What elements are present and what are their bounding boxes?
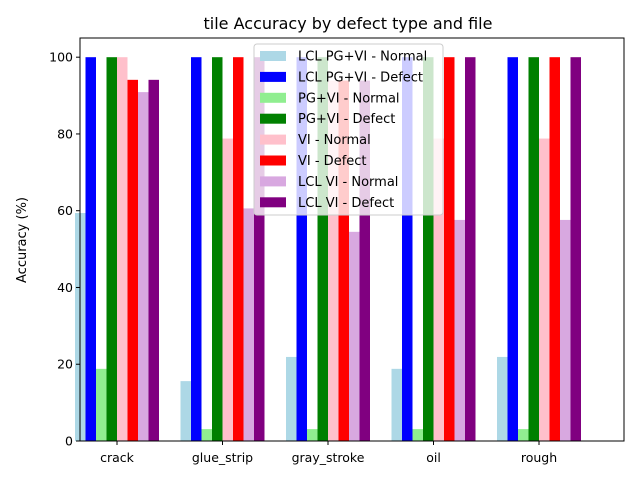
bar-oil-series-7 (465, 57, 476, 441)
bar-oil-series-2 (412, 429, 423, 441)
plot-frame (79, 37, 625, 442)
bar-glue_strip-series-1 (191, 57, 202, 441)
bar-gray_stroke-series-6 (349, 231, 360, 441)
bar-glue_strip-series-3 (212, 57, 223, 441)
bar-gray_stroke-series-2 (307, 429, 318, 441)
bar-gray_stroke-series-3 (317, 57, 328, 441)
x-tick-label-glue_strip: glue_strip (192, 450, 253, 465)
bars-group (75, 57, 581, 442)
bar-oil-series-6 (454, 219, 465, 441)
legend-box (253, 43, 444, 216)
legend-swatch-3 (260, 113, 286, 124)
x-ticks: crack glue_strip gray_stroke oil rough (100, 441, 557, 465)
legend-swatch-5 (260, 155, 286, 166)
bar-oil-series-3 (423, 57, 434, 441)
x-tick-label-crack: crack (100, 450, 135, 465)
legend-swatch-6 (260, 176, 286, 187)
legend-label-6: LCL VI - Normal (298, 175, 398, 190)
bar-oil-series-4 (433, 138, 444, 441)
bar-gray_stroke-series-0 (286, 356, 297, 441)
bar-crack-series-6 (138, 92, 149, 442)
bar-glue_strip-series-2 (201, 429, 212, 441)
legend-swatch-0 (260, 51, 286, 61)
legend-swatch-4 (260, 134, 286, 145)
bar-crack-series-4 (117, 57, 128, 441)
y-tick-label: 0 (65, 434, 73, 449)
legend-swatch-2 (260, 92, 286, 103)
bar-crack-series-2 (96, 368, 107, 441)
bar-glue_strip-series-5 (233, 57, 244, 441)
bar-oil-series-1 (402, 57, 413, 441)
x-tick-label-oil: oil (426, 450, 441, 465)
bar-glue_strip-series-7 (254, 57, 265, 441)
bar-crack-series-5 (127, 79, 138, 441)
y-tick-label: 20 (57, 357, 73, 372)
bar-gray_stroke-series-5 (338, 80, 349, 442)
bar-crack-series-1 (85, 57, 96, 441)
bar-rough-series-6 (560, 219, 571, 441)
legend-label-7: LCL VI - Defect (298, 196, 394, 211)
bar-rough-series-5 (549, 57, 560, 441)
legend-label-1: LCL PG+VI - Defect (298, 70, 423, 85)
bar-glue_strip-series-0 (180, 381, 191, 441)
x-tick-label-rough: rough (521, 450, 557, 465)
y-tick-label: 60 (57, 203, 73, 218)
y-tick-label: 100 (49, 50, 73, 65)
bar-glue_strip-series-6 (243, 208, 254, 441)
bar-crack-series-7 (148, 79, 159, 441)
bar-gray_stroke-series-1 (296, 57, 307, 441)
legend-label-3: PG+VI - Defect (298, 112, 395, 127)
legend-label-4: VI - Normal (298, 133, 371, 148)
y-axis-label: Accuracy (%) (15, 197, 30, 283)
bar-rough-series-1 (507, 57, 518, 441)
y-ticks: 0 20 40 60 80 100 (49, 50, 80, 449)
x-tick-label-gray_stroke: gray_stroke (292, 450, 365, 465)
legend-swatch-7 (260, 197, 286, 208)
bar-rough-series-3 (528, 57, 539, 441)
bar-glue_strip-series-4 (222, 138, 233, 441)
legend-label-5: VI - Defect (298, 154, 367, 169)
y-tick-label: 80 (57, 126, 73, 141)
chart-title: tile Accuracy by defect type and file (204, 14, 493, 33)
legend-swatch-1 (260, 71, 286, 82)
bar-gray_stroke-series-7 (359, 80, 370, 442)
bar-rough-series-2 (518, 429, 529, 441)
bar-oil-series-0 (391, 368, 402, 441)
y-tick-label: 40 (57, 280, 73, 295)
legend: LCL PG+VI - Normal LCL PG+VI - Defect PG+V… (253, 43, 444, 216)
bar-crack-series-3 (106, 57, 117, 441)
legend-label-0: LCL PG+VI - Normal (298, 50, 427, 65)
bar-rough-series-0 (497, 356, 508, 441)
bar-gray_stroke-series-4 (328, 80, 339, 442)
bar-oil-series-5 (444, 57, 455, 441)
bar-rough-series-7 (570, 57, 581, 441)
bar-rough-series-4 (539, 138, 550, 441)
legend-label-2: PG+VI - Normal (298, 91, 400, 106)
